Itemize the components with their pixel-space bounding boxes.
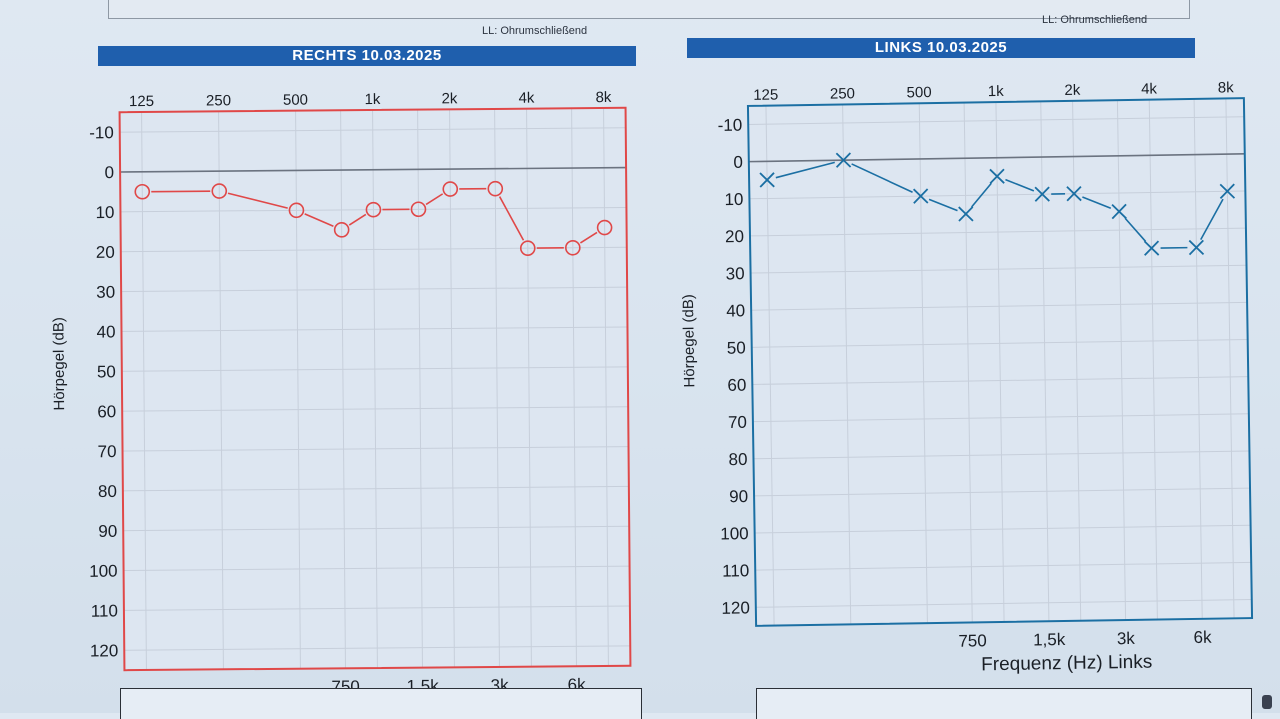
audiogram-svg-1: -10 0 10 20 30 40 50 60 70 80 90 100 110 120 125 250 500… <box>670 80 1270 702</box>
y-tick-label: 60 <box>727 376 746 395</box>
y-tick-label: 110 <box>722 561 749 580</box>
y-axis-label: Hörpegel (dB) <box>680 294 698 388</box>
audiogram-svg-0: -10 0 10 20 30 40 50 60 70 80 90 100 110 120 125 250 500… <box>40 88 640 710</box>
x-top-tick-label: 2k <box>1064 82 1081 99</box>
x-bottom-tick-label: 1,5k <box>1033 630 1066 650</box>
x-top-tick-label: 500 <box>283 92 308 109</box>
y-tick-label: 30 <box>726 264 745 283</box>
x-top-tick-label: 250 <box>206 92 231 109</box>
right-ll-note: LL: Ohrumschließend <box>1042 14 1147 26</box>
x-bottom-tick-label: 750 <box>958 631 987 650</box>
left-ll-note: LL: Ohrumschließend <box>482 25 587 37</box>
x-top-tick-label: 1k <box>364 91 380 108</box>
bottom-left-form-box <box>120 688 642 719</box>
bottom-right-form-box <box>756 688 1252 719</box>
y-tick-label: 70 <box>728 413 747 432</box>
left-ear-title: LINKS 10.03.2025 <box>687 38 1195 58</box>
y-tick-label: 0 <box>105 163 115 182</box>
left-ear-audiogram: -10 0 10 20 30 40 50 60 70 80 90 100 110 120 125 250 500… <box>670 80 1270 707</box>
x-top-tick-label: 2k <box>441 90 457 107</box>
x-bottom-tick-label: 6k <box>1193 628 1212 647</box>
y-tick-label: 60 <box>97 402 116 421</box>
right-ear-audiogram: -10 0 10 20 30 40 50 60 70 80 90 100 110 120 125 250 500… <box>40 88 640 715</box>
x-top-tick-label: 4k <box>1141 80 1158 97</box>
x-top-tick-label: 8k <box>595 89 611 106</box>
y-tick-label: 20 <box>96 243 115 262</box>
y-tick-label: 50 <box>97 362 116 381</box>
y-tick-label: 50 <box>727 338 746 357</box>
y-tick-label: 120 <box>721 598 750 617</box>
y-tick-label: 40 <box>726 301 745 320</box>
y-tick-label: 80 <box>728 450 747 469</box>
x-bottom-tick-label: 3k <box>1117 629 1136 648</box>
y-tick-label: 20 <box>725 227 744 246</box>
x-top-tick-label: 125 <box>753 86 778 103</box>
y-tick-label: -10 <box>89 123 114 142</box>
y-tick-label: 120 <box>90 641 119 660</box>
y-tick-label: 110 <box>91 601 118 620</box>
series-segment <box>151 191 210 192</box>
x-axis-label: Frequenz (Hz) Links <box>981 652 1152 676</box>
top-form-box <box>108 0 1190 19</box>
y-tick-label: 10 <box>95 203 114 222</box>
corner-logo-icon <box>1262 695 1272 709</box>
y-tick-label: 100 <box>89 562 118 581</box>
y-tick-label: 90 <box>729 487 748 506</box>
x-top-tick-label: 1k <box>988 83 1005 100</box>
x-top-tick-label: 500 <box>906 84 931 101</box>
right-ear-title: RECHTS 10.03.2025 <box>98 46 636 66</box>
x-top-tick-label: 8k <box>1218 80 1235 97</box>
y-tick-label: 10 <box>724 190 743 209</box>
x-top-tick-label: 125 <box>129 93 154 110</box>
y-tick-label: 90 <box>98 522 117 541</box>
y-axis-label: Hörpegel (dB) <box>50 317 68 411</box>
x-top-tick-label: 250 <box>830 85 855 102</box>
y-tick-label: 30 <box>96 283 115 302</box>
y-tick-label: 0 <box>733 153 743 172</box>
y-tick-label: 100 <box>720 524 749 543</box>
y-tick-label: 70 <box>98 442 117 461</box>
y-tick-label: -10 <box>718 116 743 135</box>
y-tick-label: 40 <box>96 322 115 341</box>
y-tick-label: 80 <box>98 482 117 501</box>
x-top-tick-label: 4k <box>518 90 534 107</box>
